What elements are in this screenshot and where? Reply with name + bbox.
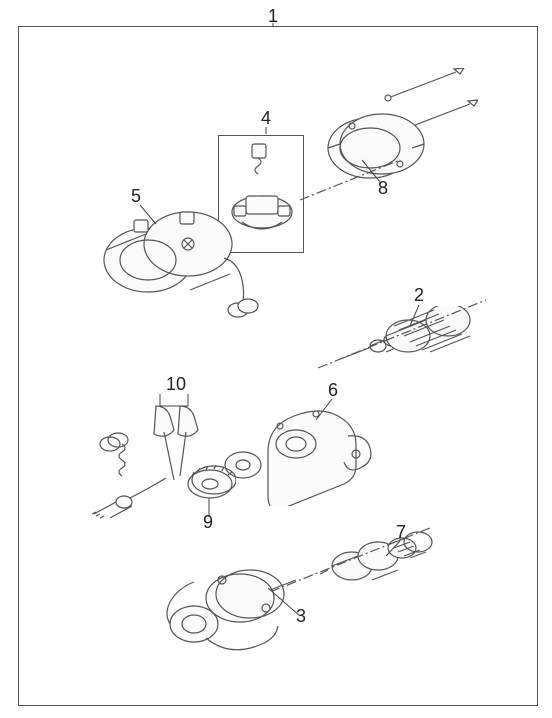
callout-6-label: 6 xyxy=(328,380,338,401)
callout-3-label: 3 xyxy=(296,606,306,627)
callout-4-label: 4 xyxy=(261,108,271,129)
callout-2-label: 2 xyxy=(414,285,424,306)
callout-7-label: 7 xyxy=(396,522,406,543)
callout-9-label: 9 xyxy=(203,512,213,533)
callout-5-label: 5 xyxy=(131,186,141,207)
leader-lines xyxy=(0,0,552,718)
callout-8-label: 8 xyxy=(378,178,388,199)
callout-10-label: 10 xyxy=(166,374,186,395)
